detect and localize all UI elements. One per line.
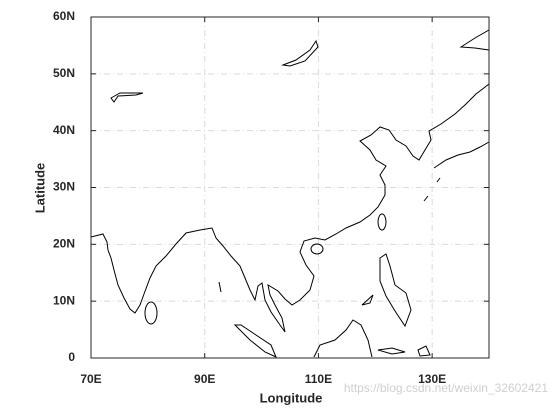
x-tick-label: 90E <box>194 372 215 386</box>
coastline <box>313 319 373 358</box>
x-axis-label: Longitude <box>260 390 323 405</box>
y-tick-label: 0 <box>68 350 75 364</box>
coastlines <box>90 29 490 358</box>
y-tick-label: 60N <box>53 9 75 23</box>
y-tick-label: 10N <box>53 293 75 307</box>
x-tick-label: 70E <box>80 372 101 386</box>
watermark: https://blog.csdn.net/weixin_32602421 <box>344 381 548 395</box>
island <box>144 301 158 325</box>
island <box>218 281 222 293</box>
x-tick-label: 110E <box>305 372 332 386</box>
y-tick-label: 30N <box>53 180 75 194</box>
island <box>377 213 387 231</box>
lake <box>110 92 144 103</box>
island <box>310 243 324 255</box>
y-tick-label: 50N <box>53 66 75 80</box>
y-tick-label: 40N <box>53 123 75 137</box>
x-tick-label: 130E <box>418 372 446 386</box>
lake <box>281 39 319 67</box>
ticks: 70E 90E 110E 130E 0 10N 20N 30N 40N 50N 60N <box>53 9 489 386</box>
coastline <box>423 141 490 202</box>
y-axis-label: Latitude <box>32 163 47 214</box>
coastline <box>90 83 490 333</box>
y-tick-label: 20N <box>53 237 75 251</box>
coastline <box>233 324 277 358</box>
coastline <box>361 253 431 357</box>
